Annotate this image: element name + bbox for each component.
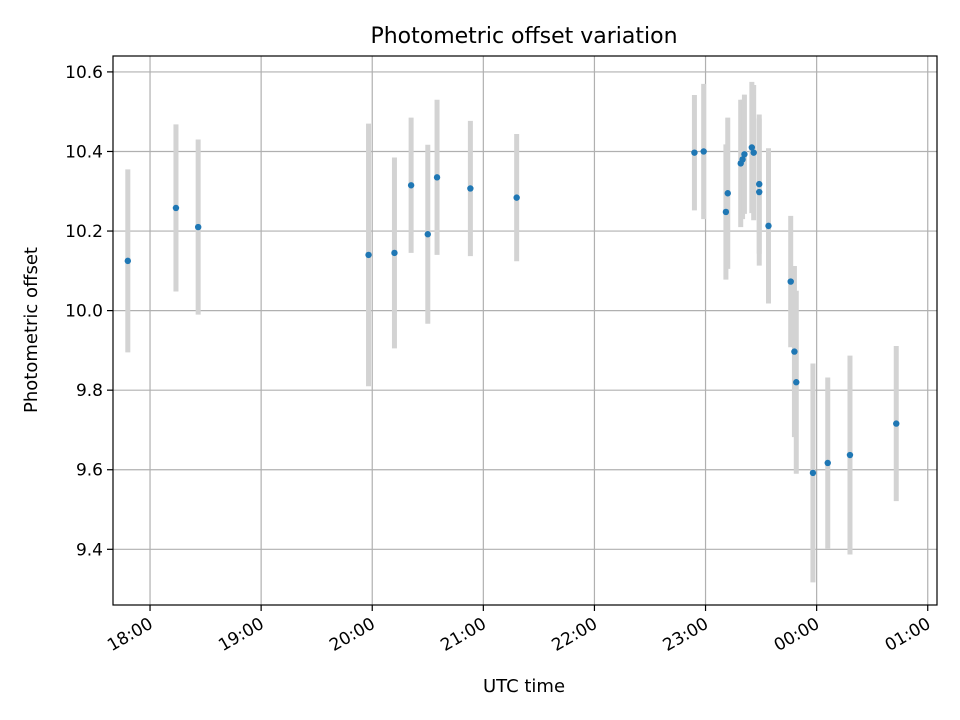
y-tick-label: 10.6 [65, 63, 103, 83]
data-point [791, 348, 798, 355]
data-point [793, 379, 800, 386]
data-point [194, 223, 202, 231]
data-point [433, 174, 441, 181]
data-point [750, 149, 757, 156]
x-axis-label: UTC time [483, 676, 565, 697]
chart-title: Photometric offset variation [370, 24, 677, 49]
data-point [846, 451, 854, 459]
data-point [467, 185, 474, 192]
data-point [824, 459, 831, 467]
data-point [809, 469, 817, 477]
data-point [756, 180, 763, 188]
data-point [172, 204, 180, 212]
data-point [741, 151, 748, 158]
y-tick-label: 9.8 [76, 381, 103, 401]
data-point [722, 208, 730, 216]
data-point [748, 144, 756, 151]
data-point [407, 182, 415, 189]
data-point [756, 188, 763, 196]
data-point [700, 148, 707, 155]
data-point [424, 231, 431, 238]
y-tick-label: 9.4 [76, 540, 103, 560]
data-point [391, 249, 398, 257]
data-point [787, 278, 794, 285]
data-point [893, 420, 900, 427]
y-tick-label: 10.0 [65, 302, 103, 322]
y-tick-label: 9.6 [76, 461, 103, 481]
data-point [691, 149, 698, 156]
y-tick-label: 10.4 [65, 142, 103, 162]
y-axis-ticks: 9.4 9.6 9.8 10.0 10.2 10.4 10.6 [65, 63, 113, 560]
y-axis-label: Photometric offset [21, 247, 42, 413]
plot-area-frame [112, 55, 938, 606]
data-point [124, 257, 132, 265]
y-tick-label: 10.2 [65, 222, 103, 242]
data-point [513, 194, 520, 201]
data-point [739, 156, 746, 163]
data-points [124, 144, 900, 477]
data-point [365, 251, 372, 259]
data-point [765, 222, 772, 230]
data-point [724, 190, 731, 197]
